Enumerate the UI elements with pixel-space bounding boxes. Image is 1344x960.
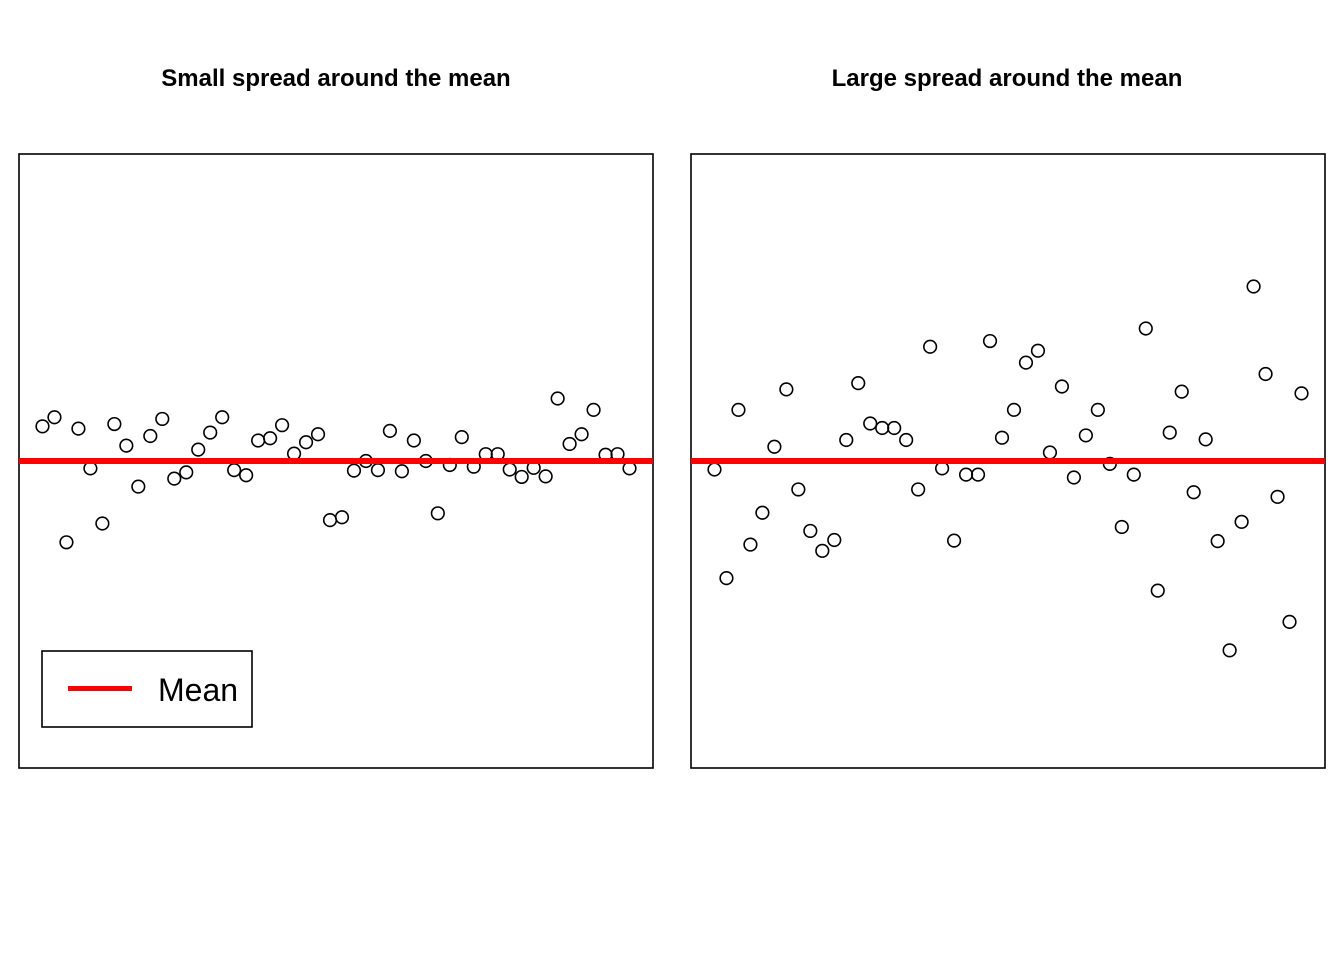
large-spread-point [1282, 614, 1297, 629]
large-spread-point [743, 537, 758, 552]
small-spread-point [155, 411, 170, 427]
small-spread-point [562, 436, 577, 452]
large-spread-point [1018, 355, 1034, 370]
large-spread-point [779, 382, 794, 397]
small-spread-point [47, 410, 62, 425]
large-spread-point [851, 376, 866, 391]
large-spread-point [707, 462, 722, 477]
small-spread-panel: Small spread around the mean Mean [18, 65, 654, 769]
small-spread-point [334, 510, 350, 525]
large-spread-points [707, 279, 1309, 658]
legend-label-mean: Mean [158, 672, 238, 708]
large-spread-point [1210, 534, 1225, 549]
small-spread-point [191, 442, 206, 457]
large-spread-point [1042, 445, 1058, 460]
small-spread-point [454, 430, 469, 445]
large-spread-point [1246, 279, 1261, 294]
large-spread-point [875, 420, 890, 436]
large-spread-point [755, 505, 770, 520]
large-spread-point [767, 439, 782, 454]
large-spread-point [911, 482, 926, 497]
large-spread-point [1126, 467, 1141, 482]
large-spread-point [719, 571, 734, 586]
large-spread-point [1078, 428, 1093, 443]
small-spread-point [406, 433, 421, 448]
large-spread-point [1162, 425, 1177, 440]
legend: Mean [41, 650, 253, 728]
large-spread-point [946, 533, 962, 548]
small-spread-point [131, 479, 146, 494]
large-spread-point [803, 523, 818, 539]
large-spread-point [1006, 402, 1022, 417]
small-spread-points [35, 391, 637, 550]
large-spread-point [815, 543, 830, 558]
small-spread-point [274, 418, 290, 433]
small-spread-point [394, 464, 409, 479]
large-spread-point [887, 420, 902, 436]
large-spread-point [1258, 366, 1273, 382]
small-spread-point [298, 435, 314, 450]
large-spread-point [1150, 583, 1165, 598]
small-spread-point [263, 431, 278, 446]
small-spread-point [310, 427, 326, 442]
small-spread-point [322, 513, 338, 528]
small-spread-point [382, 423, 398, 438]
large-spread-point [1138, 321, 1153, 336]
large-spread-point [994, 430, 1010, 445]
large-spread-point [1114, 519, 1129, 535]
small-spread-point [95, 516, 110, 531]
large-spread-point [923, 339, 938, 354]
large-spread-point [958, 467, 974, 482]
small-spread-point [59, 535, 74, 550]
large-spread-point [1234, 514, 1249, 529]
small-spread-title: Small spread around the mean [161, 65, 510, 92]
large-spread-title: Large spread around the mean [832, 65, 1183, 92]
small-spread-point [179, 465, 194, 480]
large-spread-point [1186, 485, 1201, 500]
large-spread-point [899, 432, 914, 448]
large-spread-point [1270, 489, 1285, 504]
small-spread-point [502, 462, 517, 477]
large-spread-point [982, 333, 998, 349]
small-spread-point [215, 410, 230, 425]
large-spread-point [1198, 432, 1213, 447]
small-spread-point [538, 469, 553, 484]
large-spread-point [1090, 402, 1105, 417]
large-spread-panel: Large spread around the mean [690, 65, 1326, 769]
large-spread-point [1066, 470, 1081, 485]
large-spread-point [791, 482, 806, 497]
small-spread-point [239, 468, 254, 483]
small-spread-point [430, 506, 445, 521]
small-spread-point [370, 462, 386, 478]
small-spread-point [346, 463, 362, 478]
small-spread-point [203, 425, 218, 440]
large-spread-point [1222, 643, 1237, 658]
large-spread-point [731, 402, 746, 417]
large-spread-point [1174, 384, 1189, 399]
small-spread-point [143, 428, 158, 444]
small-spread-point [574, 427, 589, 442]
large-spread-point [1294, 386, 1309, 401]
small-spread-point [514, 469, 529, 485]
large-spread-point [827, 532, 842, 548]
small-spread-point [71, 421, 86, 436]
large-spread-point [1054, 379, 1070, 394]
large-spread-point [863, 416, 878, 431]
large-spread-point [839, 432, 854, 448]
small-spread-point [586, 402, 601, 417]
small-spread-point [107, 416, 122, 432]
large-spread-point [970, 467, 986, 482]
small-spread-point [35, 419, 50, 434]
large-spread-point [1030, 343, 1046, 358]
small-spread-point [251, 433, 266, 448]
small-spread-point [167, 471, 182, 486]
small-spread-point [227, 462, 242, 478]
small-spread-point [119, 438, 134, 453]
small-spread-point [550, 391, 565, 406]
